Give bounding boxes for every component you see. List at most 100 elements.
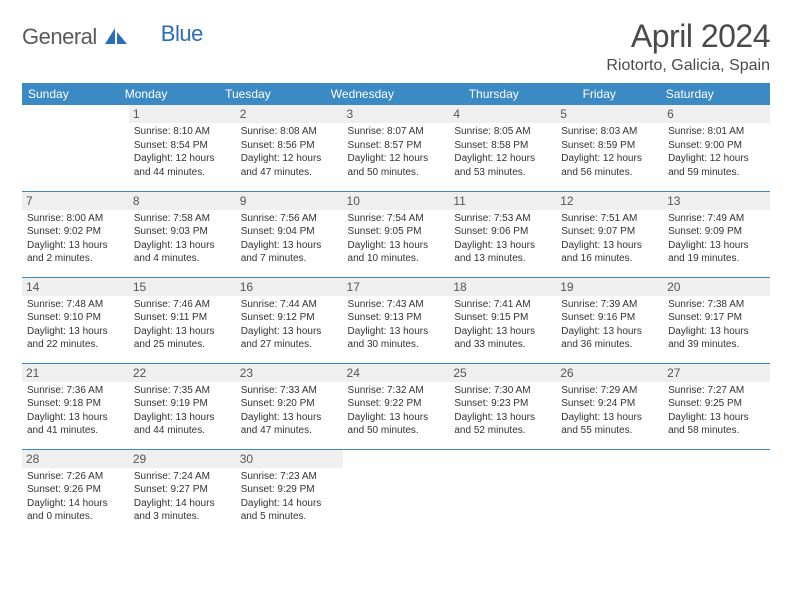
day-number: 17 (343, 278, 450, 296)
month-title: April 2024 (606, 18, 770, 55)
dow-header: Wednesday (325, 83, 463, 105)
logo-text-general: General (22, 24, 97, 50)
day-sun-info: Sunrise: 7:46 AM Sunset: 9:11 PM Dayligh… (134, 298, 231, 352)
day-number: 23 (236, 364, 343, 382)
calendar-day-cell: 27 Sunrise: 7:27 AM Sunset: 9:25 PM Dayli… (663, 363, 770, 449)
calendar-day-cell: 13Sunrise: 7:49 AM Sunset: 9:09 PM Dayli… (663, 191, 770, 277)
calendar-day-cell: 30 Sunrise: 7:23 AM Sunset: 9:29 PM Dayli… (236, 449, 343, 535)
calendar-day-cell: 28Sunrise: 7:26 AM Sunset: 9:26 PM Dayli… (22, 449, 129, 535)
day-number: 30 (236, 450, 343, 468)
calendar-day-cell: 23 Sunrise: 7:33 AM Sunset: 9:20 PM Dayli… (236, 363, 343, 449)
calendar-week-row: 1 Sunrise: 8:10 AM Sunset: 8:54 PM Daylig… (22, 105, 770, 191)
calendar-day-cell: 26 Sunrise: 7:29 AM Sunset: 9:24 PM Dayli… (556, 363, 663, 449)
day-number: 25 (449, 364, 556, 382)
calendar-day-cell: 1 Sunrise: 8:10 AM Sunset: 8:54 PM Daylig… (129, 105, 236, 191)
day-sun-info: Sunrise: 8:00 AM Sunset: 9:02 PM Dayligh… (27, 212, 124, 266)
dow-header: Saturday (660, 83, 770, 105)
calendar-week-row: 14 Sunrise: 7:48 AM Sunset: 9:10 PM Dayli… (22, 277, 770, 363)
calendar-week-row: 21Sunrise: 7:36 AM Sunset: 9:18 PM Dayli… (22, 363, 770, 449)
calendar-day-cell: 15 Sunrise: 7:46 AM Sunset: 9:11 PM Dayli… (129, 277, 236, 363)
day-number: 6 (663, 105, 770, 123)
day-sun-info: Sunrise: 8:07 AM Sunset: 8:57 PM Dayligh… (348, 125, 445, 179)
calendar-day-cell: 24 Sunrise: 7:32 AM Sunset: 9:22 PM Dayli… (343, 363, 450, 449)
day-number: 27 (663, 364, 770, 382)
day-sun-info: Sunrise: 7:29 AM Sunset: 9:24 PM Dayligh… (561, 384, 658, 438)
calendar-weeks: 1 Sunrise: 8:10 AM Sunset: 8:54 PM Daylig… (22, 105, 770, 535)
calendar-day-cell: 21Sunrise: 7:36 AM Sunset: 9:18 PM Dayli… (22, 363, 129, 449)
calendar-day-cell: 8Sunrise: 7:58 AM Sunset: 9:03 PM Daylig… (129, 191, 236, 277)
calendar-day-cell (449, 449, 556, 535)
page-header: General Blue April 2024 Riotorto, Galici… (22, 18, 770, 75)
day-number: 14 (22, 278, 129, 296)
calendar-page: General Blue April 2024 Riotorto, Galici… (0, 0, 792, 545)
day-number: 22 (129, 364, 236, 382)
calendar-day-cell: 22 Sunrise: 7:35 AM Sunset: 9:19 PM Dayli… (129, 363, 236, 449)
calendar-day-cell: 18Sunrise: 7:41 AM Sunset: 9:15 PM Dayli… (449, 277, 556, 363)
calendar-day-cell: 12 Sunrise: 7:51 AM Sunset: 9:07 PM Dayli… (556, 191, 663, 277)
calendar-day-cell: 6Sunrise: 8:01 AM Sunset: 9:00 PM Daylig… (663, 105, 770, 191)
day-sun-info: Sunrise: 8:05 AM Sunset: 8:58 PM Dayligh… (454, 125, 551, 179)
day-number: 11 (449, 192, 556, 210)
day-sun-info: Sunrise: 7:27 AM Sunset: 9:25 PM Dayligh… (668, 384, 765, 438)
day-number: 5 (556, 105, 663, 123)
day-sun-info: Sunrise: 7:53 AM Sunset: 9:06 PM Dayligh… (454, 212, 551, 266)
day-sun-info: Sunrise: 7:43 AM Sunset: 9:13 PM Dayligh… (348, 298, 445, 352)
dow-header: Tuesday (219, 83, 325, 105)
day-number: 12 (556, 192, 663, 210)
calendar-day-cell: 17 Sunrise: 7:43 AM Sunset: 9:13 PM Dayli… (343, 277, 450, 363)
calendar-day-cell: 25 Sunrise: 7:30 AM Sunset: 9:23 PM Dayli… (449, 363, 556, 449)
logo: General Blue (22, 24, 203, 50)
day-sun-info: Sunrise: 8:08 AM Sunset: 8:56 PM Dayligh… (241, 125, 338, 179)
calendar-day-cell: 9 Sunrise: 7:56 AM Sunset: 9:04 PM Daylig… (236, 191, 343, 277)
day-number: 4 (449, 105, 556, 123)
calendar-day-cell: 29 Sunrise: 7:24 AM Sunset: 9:27 PM Dayli… (129, 449, 236, 535)
location-subtitle: Riotorto, Galicia, Spain (606, 57, 770, 75)
day-number: 13 (663, 192, 770, 210)
day-number: 18 (449, 278, 556, 296)
day-number: 24 (343, 364, 450, 382)
day-number: 26 (556, 364, 663, 382)
dow-header: Friday (577, 83, 660, 105)
day-sun-info: Sunrise: 7:30 AM Sunset: 9:23 PM Dayligh… (454, 384, 551, 438)
day-number: 8 (129, 192, 236, 210)
calendar-day-cell: 7Sunrise: 8:00 AM Sunset: 9:02 PM Daylig… (22, 191, 129, 277)
calendar-day-cell: 10Sunrise: 7:54 AM Sunset: 9:05 PM Dayli… (343, 191, 450, 277)
day-sun-info: Sunrise: 7:38 AM Sunset: 9:17 PM Dayligh… (668, 298, 765, 352)
calendar-table: Sunday Monday Tuesday Wednesday Thursday… (22, 83, 770, 105)
day-number: 9 (236, 192, 343, 210)
dow-header: Sunday (22, 83, 119, 105)
calendar-day-cell: 16 Sunrise: 7:44 AM Sunset: 9:12 PM Dayli… (236, 277, 343, 363)
calendar-day-cell: 20Sunrise: 7:38 AM Sunset: 9:17 PM Dayli… (663, 277, 770, 363)
calendar-day-cell: 19Sunrise: 7:39 AM Sunset: 9:16 PM Dayli… (556, 277, 663, 363)
day-number: 15 (129, 278, 236, 296)
day-sun-info: Sunrise: 7:48 AM Sunset: 9:10 PM Dayligh… (27, 298, 124, 352)
day-sun-info: Sunrise: 8:10 AM Sunset: 8:54 PM Dayligh… (134, 125, 231, 179)
day-number: 28 (22, 450, 129, 468)
day-sun-info: Sunrise: 7:44 AM Sunset: 9:12 PM Dayligh… (241, 298, 338, 352)
day-number: 2 (236, 105, 343, 123)
day-sun-info: Sunrise: 7:35 AM Sunset: 9:19 PM Dayligh… (134, 384, 231, 438)
dow-header: Thursday (463, 83, 577, 105)
calendar-day-cell: 2 Sunrise: 8:08 AM Sunset: 8:56 PM Daylig… (236, 105, 343, 191)
calendar-day-cell (343, 449, 450, 535)
calendar-day-cell (556, 449, 663, 535)
day-sun-info: Sunrise: 7:51 AM Sunset: 9:07 PM Dayligh… (561, 212, 658, 266)
day-sun-info: Sunrise: 7:23 AM Sunset: 9:29 PM Dayligh… (241, 470, 338, 524)
day-number: 19 (556, 278, 663, 296)
day-sun-info: Sunrise: 7:32 AM Sunset: 9:22 PM Dayligh… (348, 384, 445, 438)
day-number: 10 (343, 192, 450, 210)
day-number: 3 (343, 105, 450, 123)
day-number: 16 (236, 278, 343, 296)
logo-sail-icon (103, 26, 129, 51)
day-sun-info: Sunrise: 7:24 AM Sunset: 9:27 PM Dayligh… (134, 470, 231, 524)
calendar-day-cell: 14 Sunrise: 7:48 AM Sunset: 9:10 PM Dayli… (22, 277, 129, 363)
calendar-week-row: 28Sunrise: 7:26 AM Sunset: 9:26 PM Dayli… (22, 449, 770, 535)
calendar-day-cell (22, 105, 129, 191)
day-number: 29 (129, 450, 236, 468)
calendar-week-row: 7Sunrise: 8:00 AM Sunset: 9:02 PM Daylig… (22, 191, 770, 277)
day-sun-info: Sunrise: 7:56 AM Sunset: 9:04 PM Dayligh… (241, 212, 338, 266)
day-sun-info: Sunrise: 7:33 AM Sunset: 9:20 PM Dayligh… (241, 384, 338, 438)
calendar-day-cell: 11 Sunrise: 7:53 AM Sunset: 9:06 PM Dayli… (449, 191, 556, 277)
day-number: 1 (129, 105, 236, 123)
day-sun-info: Sunrise: 8:03 AM Sunset: 8:59 PM Dayligh… (561, 125, 658, 179)
